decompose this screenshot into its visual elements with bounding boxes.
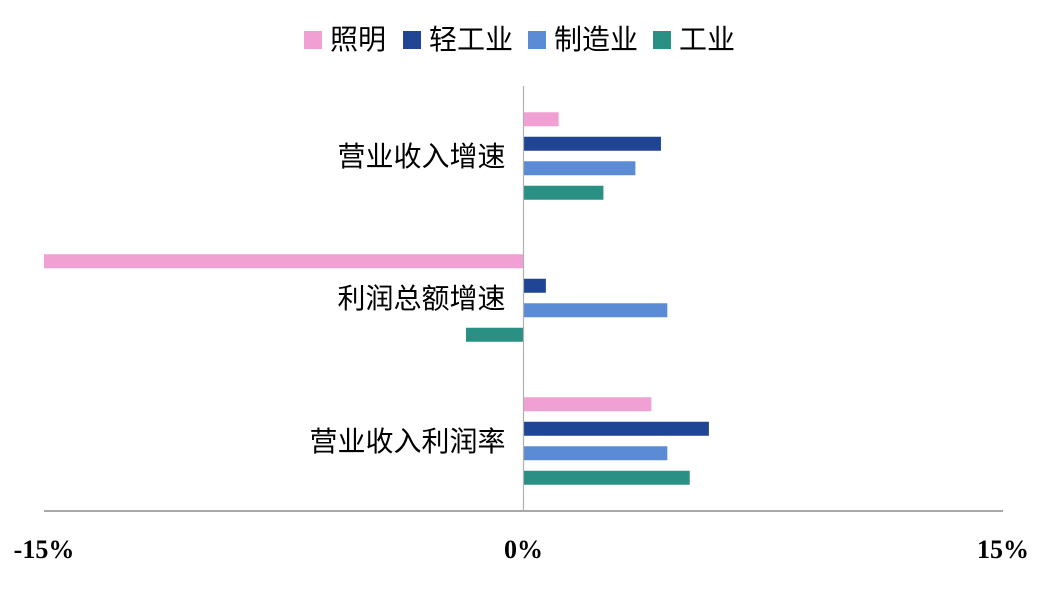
legend-swatch (403, 31, 421, 49)
legend-label: 轻工业 (429, 24, 513, 56)
legend-item: 制造业 (528, 24, 638, 56)
bar-2-3 (523, 303, 668, 318)
category-label: 营业收入增速 (337, 141, 505, 173)
axes-group (44, 86, 1003, 512)
legend-label: 工业 (679, 25, 735, 56)
legend-item: 轻工业 (403, 24, 513, 56)
bar-2-4 (465, 327, 524, 342)
bar-1-3 (523, 161, 636, 176)
bar-2-1 (44, 254, 524, 269)
bar-3-3 (523, 446, 668, 461)
bar-2-2 (523, 278, 546, 293)
category-label: 利润总额增速 (337, 283, 505, 315)
bar-3-1 (523, 397, 652, 412)
x-tick-label: -15% (14, 535, 75, 564)
bars-group (44, 112, 709, 485)
category-label: 营业收入利润率 (309, 426, 505, 458)
legend-item: 照明 (304, 25, 386, 56)
bar-3-2 (523, 421, 709, 436)
legend-label: 制造业 (554, 24, 638, 56)
legend-swatch (653, 31, 671, 49)
bar-1-1 (523, 112, 559, 127)
legend-item: 工业 (653, 25, 735, 56)
legend-swatch (528, 31, 546, 49)
x-tick-label: 15% (977, 535, 1029, 564)
bar-3-4 (523, 470, 690, 485)
legend-swatch (304, 31, 322, 49)
bar-1-2 (523, 136, 661, 151)
legend: 照明 轻工业 制造业 工业 (304, 24, 735, 56)
x-tick-label: 0% (504, 535, 543, 564)
legend-label: 照明 (330, 25, 386, 56)
bar-1-4 (523, 185, 604, 200)
